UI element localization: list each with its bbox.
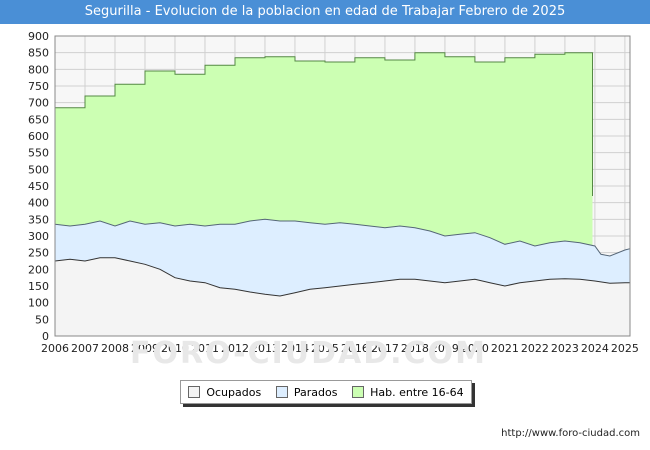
x-tick-label: 2023 [551,342,579,354]
line-hab-entre-16-64 [55,52,593,196]
legend-item-parados: Parados [275,385,338,399]
x-tick-label: 2020 [461,342,489,354]
y-tick-label: 100 [28,297,49,310]
y-tick-label: 250 [28,247,49,260]
x-tick-label: 2008 [101,342,129,354]
watermark: FORO-CIUDAD.COM [130,336,487,371]
legend-label-parados: Parados [293,385,338,399]
legend-item-ocupados: Ocupados [188,386,261,399]
chart-title: Segurilla - Evolucion de la poblacion en… [0,0,650,24]
y-tick-label: 650 [28,113,49,126]
x-tick-label: 2022 [521,342,549,354]
legend-label-ocupados: Ocupados [206,385,262,399]
x-tick-label: 2014 [281,342,309,354]
y-tick-label: 500 [28,163,49,176]
x-tick-label: 2019 [431,342,459,354]
x-tick-label: 2025 [611,342,639,354]
y-tick-label: 600 [28,130,49,143]
y-tick-label: 550 [28,147,49,160]
axes: 0 50 100 150 200 250 300 350 400 450 500 550 600 650 7… [28,30,639,354]
y-tick-label: 200 [28,263,49,276]
y-tick-label: 750 [28,80,49,93]
y-tick-label: 350 [28,213,49,226]
legend: Ocupados Parados Hab. entre 16-64 [180,380,472,404]
x-tick-label: 2017 [371,342,399,354]
x-tick-label: 2016 [341,342,369,354]
area-ocupados [55,257,630,336]
y-tick-label: 700 [28,97,49,110]
x-tick-label: 2009 [131,342,159,354]
source-link[interactable]: http://www.foro-ciudad.com [501,428,640,439]
legend-swatch-ocupados [188,386,201,398]
x-tick-label: 2012 [221,342,249,354]
x-tick-label: 2006 [41,342,69,354]
x-tick-label: 2011 [191,342,219,354]
legend-label-habitantes: Hab. entre 16-64 [370,385,464,399]
y-tick-label: 900 [28,30,49,43]
x-tick-label: 2024 [581,342,609,354]
line-parados [54,218,631,257]
x-tick-label: 2018 [401,342,429,354]
series-areas [54,52,631,336]
x-tick-label: 2010 [161,342,189,354]
y-tick-label: 150 [28,280,49,293]
legend-swatch-habitantes [352,386,365,398]
line-ocupados [54,257,630,297]
legend-item-habitantes: Hab. entre 16-64 [352,386,464,399]
y-tick-label: 50 [35,313,49,326]
y-tick-label: 450 [28,180,49,193]
y-tick-label: 800 [28,63,49,76]
y-tick-label: 400 [28,197,49,210]
x-tick-label: 2015 [311,342,339,354]
chart: 0 50 100 150 200 250 300 350 400 450 500 550 600 650 7… [28,30,639,354]
plot-border [54,35,631,337]
y-tick-label: 0 [42,330,49,343]
x-tick-label: 2021 [491,342,519,354]
legend-swatch-parados [275,386,288,398]
x-tick-label: 2013 [251,342,279,354]
y-tick-label: 850 [28,47,49,60]
x-tick-label: 2007 [71,342,99,354]
y-tick-label: 300 [28,230,49,243]
